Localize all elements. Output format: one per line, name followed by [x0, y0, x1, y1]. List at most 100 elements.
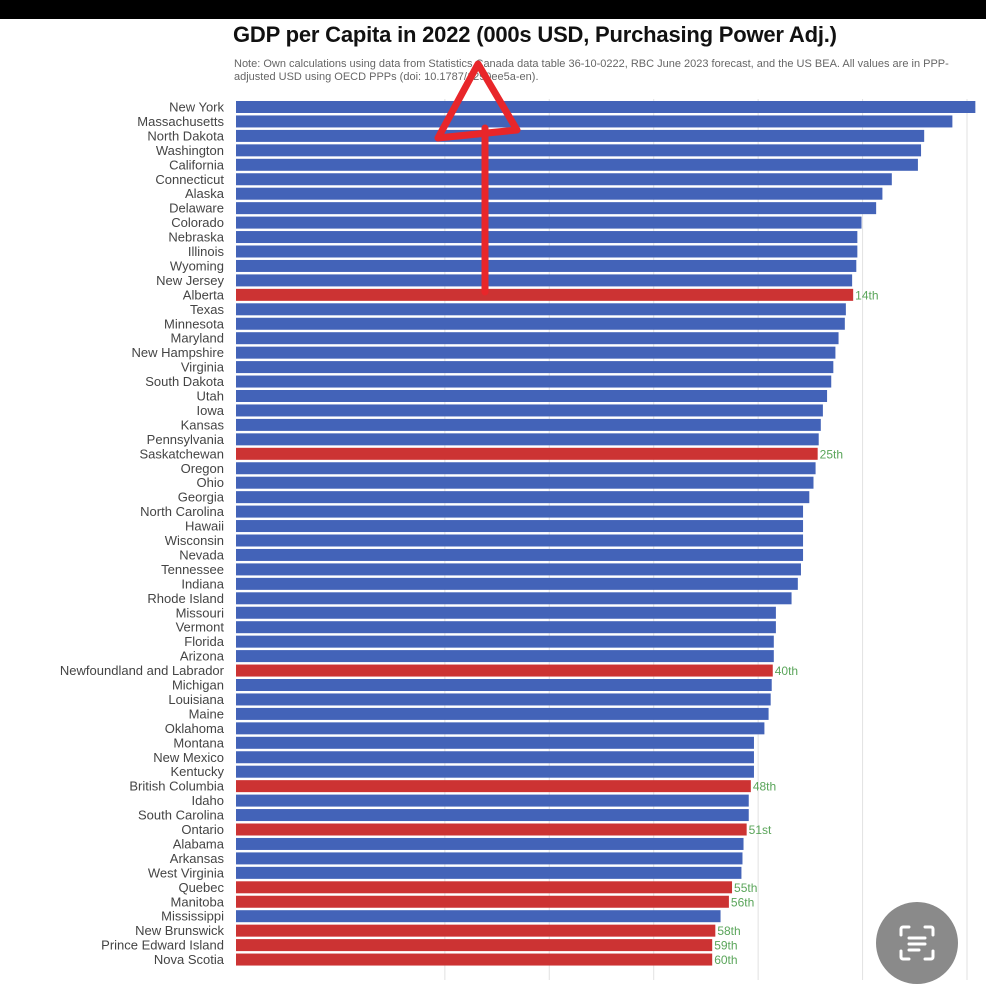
category-label: British Columbia — [129, 779, 224, 794]
rank-label: 55th — [734, 881, 757, 895]
bar — [236, 679, 772, 691]
bar — [236, 548, 804, 561]
category-label: Newfoundland and Labrador — [60, 663, 225, 678]
category-label: Texas — [190, 302, 224, 317]
bar — [236, 274, 853, 287]
bar — [236, 231, 858, 244]
rank-label: 59th — [714, 939, 737, 953]
bar — [236, 462, 816, 475]
category-label: Kansas — [181, 417, 225, 432]
category-label: New Jersey — [156, 273, 224, 288]
bar — [236, 953, 713, 966]
category-label: Oklahoma — [165, 721, 225, 736]
bar — [236, 202, 877, 215]
category-label: New Mexico — [153, 750, 224, 765]
category-label: South Carolina — [138, 808, 225, 823]
bar — [236, 144, 922, 157]
category-label: Arkansas — [170, 851, 225, 866]
category-label: Minnesota — [164, 316, 225, 331]
rank-label: 48th — [753, 780, 776, 794]
category-label: Hawaii — [185, 519, 224, 534]
category-label: Pennsylvania — [147, 432, 225, 447]
bar — [236, 563, 801, 576]
category-label: Wyoming — [170, 258, 224, 273]
bar — [236, 939, 713, 952]
bar — [236, 303, 846, 316]
bar — [236, 158, 918, 171]
category-label: Wisconsin — [165, 533, 224, 548]
bar — [236, 187, 883, 200]
category-label: Florida — [184, 634, 225, 649]
bar — [236, 534, 804, 547]
bar — [236, 447, 818, 460]
bar — [236, 361, 834, 374]
bar — [236, 317, 845, 330]
category-label: North Dakota — [147, 128, 224, 143]
text-scan-button[interactable] — [876, 902, 958, 984]
rank-label: 14th — [855, 288, 878, 302]
category-label: West Virginia — [148, 865, 225, 880]
red-up-arrow-icon — [434, 60, 521, 296]
bar — [236, 332, 839, 345]
bar — [236, 693, 771, 706]
bar — [236, 895, 729, 908]
bar — [236, 418, 821, 431]
bar — [236, 722, 765, 735]
category-label: South Dakota — [145, 374, 225, 389]
text-scan-icon — [899, 925, 935, 961]
category-label: Nevada — [179, 547, 225, 562]
category-label: Ontario — [181, 822, 224, 837]
rank-label: 25th — [820, 447, 843, 461]
category-label: Saskatchewan — [139, 446, 224, 461]
bar — [236, 288, 854, 301]
bar — [236, 375, 832, 388]
category-label: Maryland — [171, 331, 224, 346]
category-label: Delaware — [169, 201, 224, 216]
category-label: Alaska — [185, 186, 225, 201]
category-label: Oregon — [181, 461, 224, 476]
category-label: Indiana — [181, 576, 224, 591]
rank-label: 40th — [775, 664, 798, 678]
rank-label: 60th — [714, 953, 737, 967]
category-label: Connecticut — [155, 172, 224, 187]
category-label: Arizona — [180, 649, 225, 664]
bar — [236, 505, 804, 518]
category-label: California — [169, 157, 225, 172]
category-label: New Brunswick — [135, 923, 224, 938]
category-label: Idaho — [191, 793, 224, 808]
bar — [236, 823, 747, 836]
bar — [236, 650, 774, 663]
bar — [236, 577, 798, 590]
category-label: Montana — [173, 735, 224, 750]
category-label: Nova Scotia — [154, 952, 225, 967]
category-label: Georgia — [178, 490, 225, 505]
bar — [236, 910, 721, 923]
bar — [236, 809, 749, 822]
category-label: Prince Edward Island — [101, 938, 224, 953]
bar — [236, 707, 769, 720]
category-label: North Carolina — [140, 504, 225, 519]
bar — [236, 476, 814, 489]
bar — [236, 115, 953, 128]
category-label: New York — [169, 100, 224, 115]
category-label: Missouri — [176, 605, 225, 620]
bar — [236, 245, 858, 258]
bar — [236, 259, 857, 272]
category-label: Louisiana — [168, 692, 224, 707]
bar — [236, 780, 751, 793]
category-label: Ohio — [197, 475, 224, 490]
bar — [236, 101, 976, 113]
category-label: Tennessee — [161, 562, 224, 577]
category-label: New Hampshire — [132, 345, 224, 360]
bar — [236, 129, 925, 142]
category-label: Nebraska — [168, 230, 224, 245]
bar — [236, 881, 733, 894]
bar — [236, 794, 749, 807]
category-label: Alberta — [183, 287, 225, 302]
category-label: Utah — [197, 389, 224, 404]
chart-note: Note: Own calculations using data from S… — [234, 58, 949, 83]
category-label: Virginia — [181, 360, 225, 375]
category-label: Manitoba — [171, 894, 225, 909]
category-label: Quebec — [178, 880, 224, 895]
